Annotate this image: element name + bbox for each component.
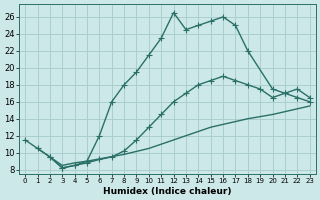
X-axis label: Humidex (Indice chaleur): Humidex (Indice chaleur) (103, 187, 232, 196)
